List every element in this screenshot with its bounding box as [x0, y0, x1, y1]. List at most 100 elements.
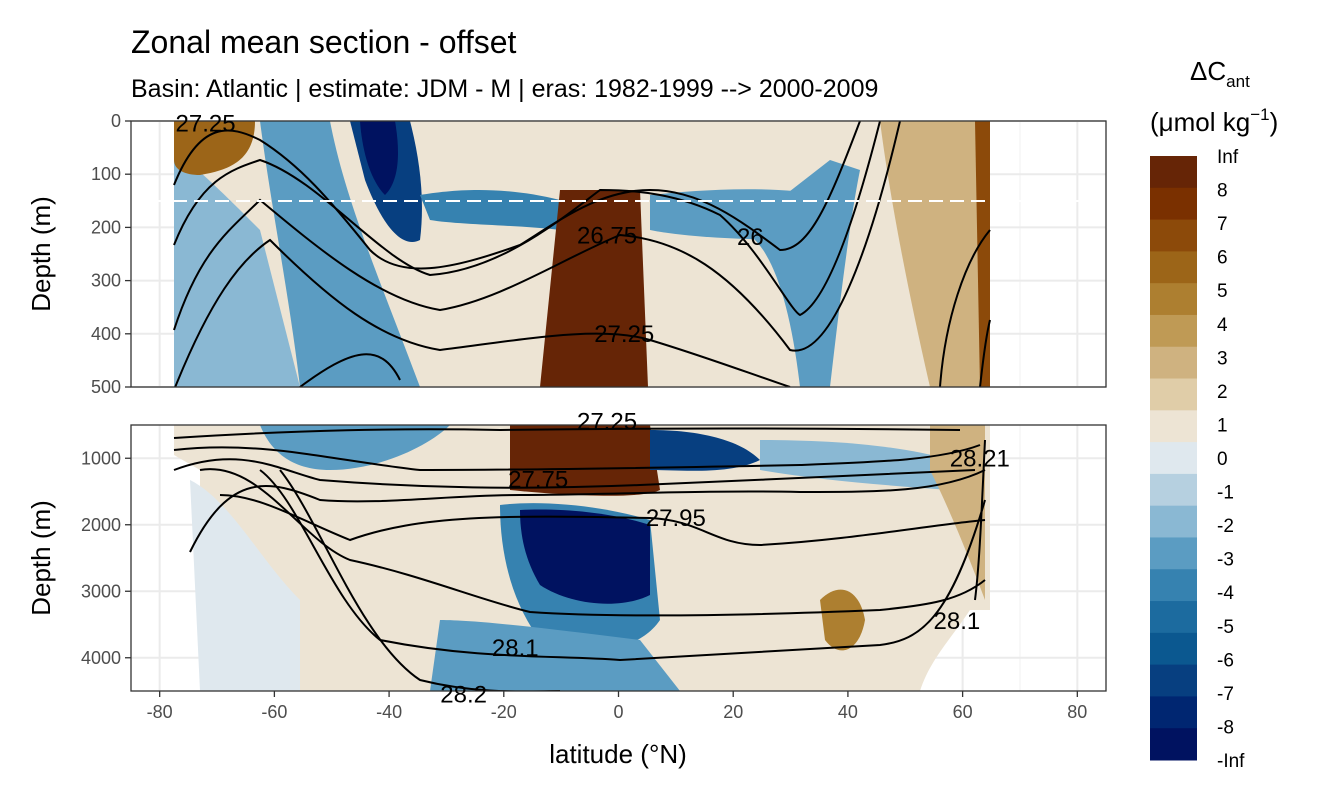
y-axis-title-top: Depth (m): [26, 196, 56, 312]
legend-units-open: (μmol kg: [1150, 107, 1250, 137]
x-tick-label: -20: [491, 702, 517, 722]
panel-upper-border: [130, 120, 1107, 388]
x-tick-label: 40: [838, 702, 858, 722]
contour-label: 27.25: [594, 321, 654, 348]
y-axis-title-bottom: Depth (m): [26, 500, 56, 616]
legend-label: 1: [1217, 415, 1228, 436]
x-tick-label: -80: [147, 702, 173, 722]
legend-label: 7: [1217, 214, 1228, 235]
legend-label: 4: [1217, 315, 1228, 336]
y-tick-label: 500: [91, 377, 121, 397]
y-tick-label: 2000: [81, 515, 121, 535]
field-deep-darkest-bottom: [520, 509, 650, 604]
field-equator-brown-bottom: [510, 425, 660, 496]
x-axis-title: latitude (°N): [549, 739, 687, 769]
x-tick-label: -60: [261, 702, 287, 722]
field-equator-brown-top: [540, 190, 648, 387]
field-south-deep-blue-top: [260, 121, 420, 387]
legend-swatch: [1150, 696, 1197, 729]
chart-title: Zonal mean section - offset: [131, 24, 517, 60]
legend-label: 5: [1217, 281, 1228, 302]
legend-label: -7: [1217, 684, 1234, 705]
y-tick-label: 4000: [81, 648, 121, 668]
y-ticks-top: 0 100 200 300 400 500: [91, 111, 131, 397]
contour-label: 28.1: [492, 635, 539, 662]
legend-label: -4: [1217, 583, 1234, 604]
legend-label: 6: [1217, 248, 1228, 269]
legend-label: -3: [1217, 550, 1234, 571]
field-north-brown-edge-top: [975, 121, 990, 387]
y-tick-label: 400: [91, 324, 121, 344]
legend-title: ΔCant: [1190, 56, 1250, 91]
field-deep-brown-spot: [820, 589, 865, 651]
legend-label: 3: [1217, 348, 1228, 369]
legend-swatches: [1150, 156, 1197, 761]
y-tick-label: 100: [91, 164, 121, 184]
y-tick-label: 0: [111, 111, 121, 131]
x-tick-label: -40: [376, 702, 402, 722]
field-north-dark-blue-bottom: [650, 430, 760, 471]
legend-swatch: [1150, 156, 1197, 189]
field-south-blue-bottom: [260, 425, 450, 470]
x-tick-label: 60: [953, 702, 973, 722]
contour-label: 28.2: [440, 681, 487, 708]
field-abyssal-blue-bottom: [430, 620, 680, 691]
contour-label: 27.95: [646, 505, 706, 532]
contour-label: 28.1: [934, 608, 981, 635]
legend-swatch: [1150, 187, 1197, 221]
legend-units: (μmol kg−1): [1150, 105, 1278, 137]
y-axis-title-top-text: Depth (m): [26, 196, 56, 312]
legend-swatch: [1150, 219, 1197, 252]
field-darkest-blue-patch-top: [360, 121, 398, 195]
isopycnals-bottom: [173, 427, 986, 691]
legend-swatch: [1150, 664, 1197, 697]
legend: ΔCant (μmol kg−1) Inf 8 7 6 5 4 3 2 1 0 -1 -2 -3 -4 -5…: [1150, 56, 1278, 772]
field-north-blue-bowl-top: [740, 160, 860, 387]
field-south-blue-top: [174, 150, 300, 387]
y-tick-label: 300: [91, 271, 121, 291]
contour-label: 28.21: [950, 445, 1010, 472]
y-tick-label: 3000: [81, 581, 121, 601]
y-tick-label: 200: [91, 217, 121, 237]
x-tick-label: 20: [723, 702, 743, 722]
legend-swatch: [1150, 505, 1197, 538]
legend-swatch: [1150, 346, 1197, 380]
legend-label: -Inf: [1217, 751, 1245, 772]
x-tick-label: 0: [613, 702, 623, 722]
legend-swatch: [1150, 601, 1197, 634]
panel-upper-ocean: 27.25 26.75 26 27.25 0 100 200 300 400 500: [91, 111, 1107, 397]
legend-swatch: [1150, 314, 1197, 348]
legend-swatch: [1150, 378, 1197, 411]
legend-title-sub: ant: [1226, 72, 1250, 91]
legend-label: -2: [1217, 516, 1234, 537]
panel-deep-field: [173, 425, 990, 691]
field-north-tan-top: [880, 121, 985, 387]
chart-subtitle: Basin: Atlantic | estimate: JDM - M | er…: [131, 75, 879, 103]
legend-swatch: [1150, 632, 1197, 666]
contour-label: 27.25: [577, 409, 637, 436]
field-north-tan-bottom: [930, 425, 985, 600]
y-axis-title-bottom-text: Depth (m): [26, 500, 56, 616]
legend-swatch: [1150, 473, 1197, 507]
legend-swatch: [1150, 537, 1197, 570]
legend-units-close: ): [1270, 107, 1279, 137]
legend-swatch: [1150, 251, 1197, 284]
contour-labels-top: 27.25 26.75 26 27.25: [176, 111, 764, 348]
legend-label: -5: [1217, 617, 1234, 638]
legend-label: 8: [1217, 181, 1228, 202]
contour-label: 27.75: [508, 467, 568, 494]
legend-units-sup: −1: [1250, 105, 1269, 124]
legend-label: Inf: [1217, 147, 1239, 168]
x-tick-label: 80: [1067, 702, 1087, 722]
legend-label: -6: [1217, 650, 1234, 671]
y-ticks-bottom: 1000 2000 3000 4000: [81, 448, 131, 668]
legend-title-main: ΔC: [1190, 56, 1226, 86]
panel-upper-field: [173, 121, 991, 387]
y-tick-label: 1000: [81, 448, 121, 468]
legend-label: 2: [1217, 382, 1228, 403]
legend-swatch: [1150, 283, 1197, 316]
contour-label: 26.75: [577, 222, 637, 249]
